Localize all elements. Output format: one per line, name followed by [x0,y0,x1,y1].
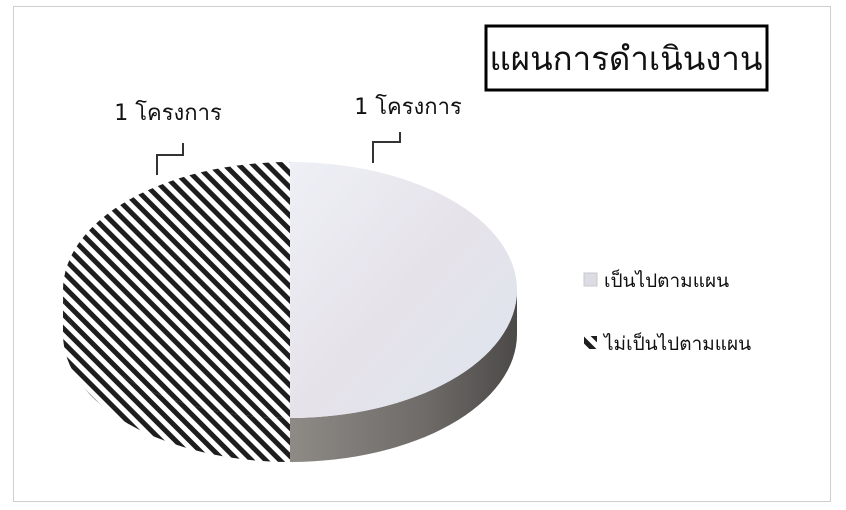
data-label-layer: 1 โครงการ 1 โครงการ [114,94,462,175]
legend-label-not-on-plan: ไม่เป็นไปตามแผน [602,331,751,355]
legend-label-on-plan: เป็นไปตามแผน [604,268,729,292]
leader-line-not-on-plan [156,143,184,175]
legend-swatch-on-plan [583,272,598,287]
legend-swatch-not-on-plan [584,336,597,349]
chart-title-box [484,24,769,92]
chart-title: แผนการดำเนินงาน [490,39,763,78]
pie-slice-not-on-plan [63,162,290,418]
pie-side-not-on-plan [63,290,290,462]
pie-layer [63,162,517,462]
data-label-on-plan: 1 โครงการ [354,94,462,120]
pie-side-on-plan [290,290,517,462]
legend: เป็นไปตามแผน ไม่เป็นไปตามแผน [583,268,751,355]
pie-slice-on-plan [290,162,517,418]
data-label-not-on-plan: 1 โครงการ [114,100,222,126]
leader-line-on-plan [372,132,401,163]
